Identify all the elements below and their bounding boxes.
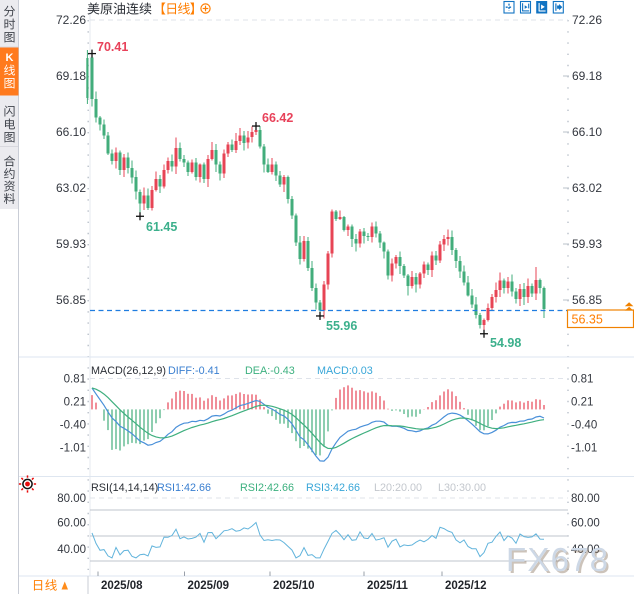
svg-text:MACD(26,12,9): MACD(26,12,9) <box>91 365 166 377</box>
svg-text:-1.01: -1.01 <box>571 443 597 455</box>
svg-text:MACD:0.03: MACD:0.03 <box>317 365 373 377</box>
svg-text:60.00: 60.00 <box>57 518 86 530</box>
svg-text:-0.40: -0.40 <box>571 420 597 432</box>
svg-text:RSI3:42.66: RSI3:42.66 <box>306 482 360 494</box>
svg-text:56.35: 56.35 <box>572 313 603 327</box>
svg-text:2025/09: 2025/09 <box>188 580 230 592</box>
svg-text:55.96: 55.96 <box>326 319 357 333</box>
svg-text:0.81: 0.81 <box>64 374 86 386</box>
svg-text:RSI(14,14,14): RSI(14,14,14) <box>91 482 158 494</box>
svg-text:RSI1:42.66: RSI1:42.66 <box>157 482 211 494</box>
svg-text:80.00: 80.00 <box>57 493 86 505</box>
svg-text:72.26: 72.26 <box>56 13 86 27</box>
svg-text:2025/08: 2025/08 <box>101 580 143 592</box>
svg-text:FX678: FX678 <box>506 541 609 578</box>
svg-text:RSI2:42.66: RSI2:42.66 <box>240 482 294 494</box>
svg-text:40.00: 40.00 <box>57 544 86 556</box>
svg-text:60.00: 60.00 <box>571 518 600 530</box>
svg-text:63.02: 63.02 <box>572 181 602 195</box>
svg-text:70.41: 70.41 <box>97 40 128 54</box>
svg-text:0.21: 0.21 <box>64 397 86 409</box>
svg-text:FX678: FX678 <box>508 543 611 580</box>
svg-text:59.93: 59.93 <box>572 237 602 251</box>
svg-text:DEA:-0.43: DEA:-0.43 <box>245 365 295 377</box>
svg-text:54.98: 54.98 <box>490 336 521 350</box>
svg-text:63.02: 63.02 <box>56 181 86 195</box>
svg-text:66.42: 66.42 <box>262 111 293 125</box>
svg-text:L20:20.00: L20:20.00 <box>374 482 422 494</box>
svg-text:69.18: 69.18 <box>56 69 86 83</box>
svg-text:0.81: 0.81 <box>571 374 593 386</box>
svg-text:56.85: 56.85 <box>572 293 602 307</box>
svg-text:DIFF:-0.41: DIFF:-0.41 <box>168 365 220 377</box>
svg-text:L30:30.00: L30:30.00 <box>438 482 486 494</box>
svg-text:80.00: 80.00 <box>571 493 600 505</box>
svg-text:56.85: 56.85 <box>56 293 86 307</box>
svg-text:-1.01: -1.01 <box>60 443 86 455</box>
svg-text:2025/12: 2025/12 <box>445 580 487 592</box>
svg-text:66.10: 66.10 <box>572 125 602 139</box>
svg-text:0.21: 0.21 <box>571 397 593 409</box>
svg-text:40.00: 40.00 <box>571 544 600 556</box>
svg-text:69.18: 69.18 <box>572 69 602 83</box>
svg-text:2025/10: 2025/10 <box>273 580 315 592</box>
svg-text:61.45: 61.45 <box>146 220 177 234</box>
svg-text:72.26: 72.26 <box>572 13 602 27</box>
svg-text:2025/11: 2025/11 <box>367 580 409 592</box>
svg-text:K: K <box>6 52 14 64</box>
svg-text:66.10: 66.10 <box>56 125 86 139</box>
svg-text:59.93: 59.93 <box>56 237 86 251</box>
svg-text:-0.40: -0.40 <box>60 420 86 432</box>
